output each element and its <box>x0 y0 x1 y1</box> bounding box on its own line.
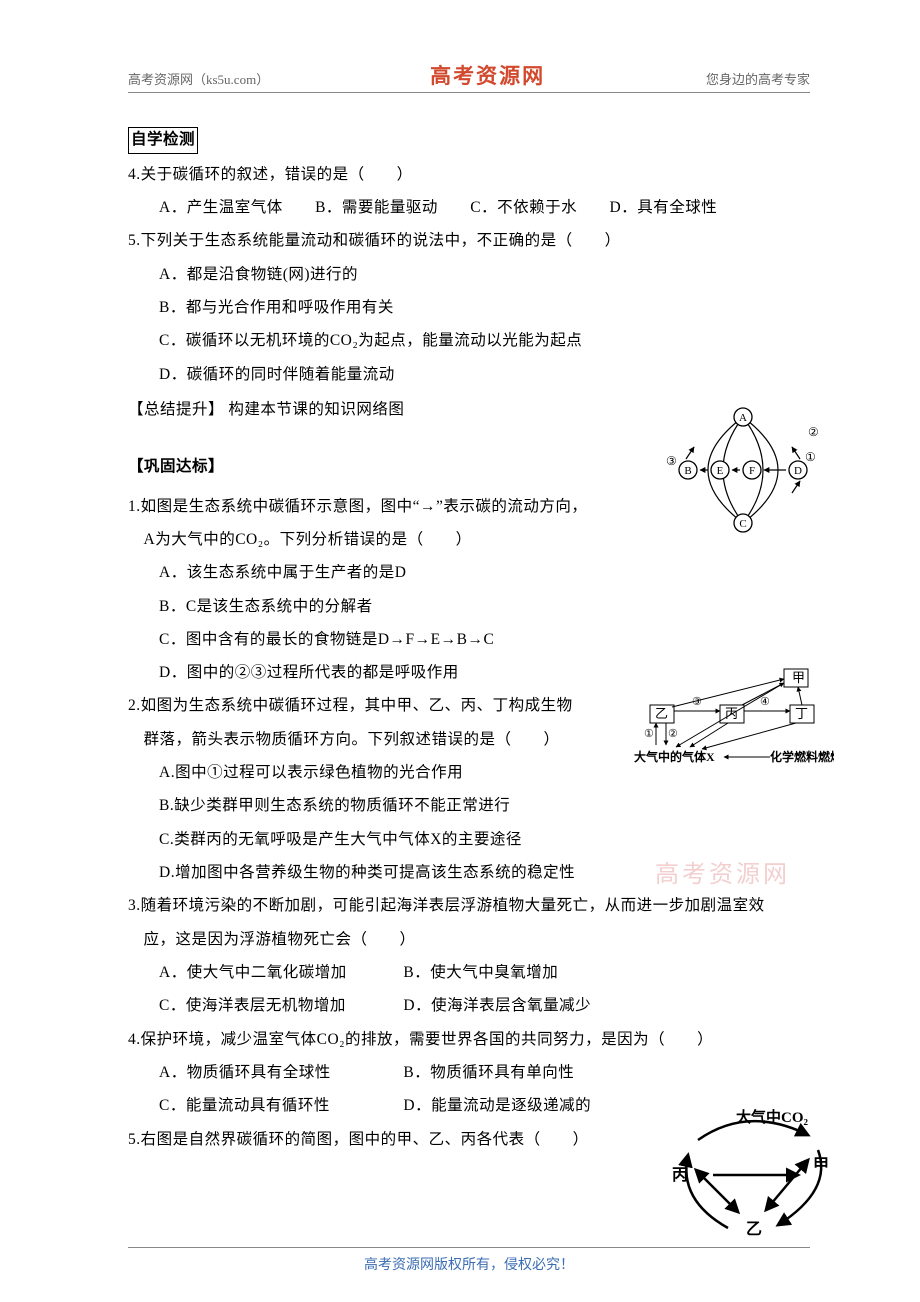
fig2-bing: 丙 <box>725 706 738 721</box>
summary-text: 构建本节课的知识网络图 <box>228 401 404 418</box>
cons-q3-D: D．使海洋表层含氧量减少 <box>403 997 591 1014</box>
page-header: 高考资源网（ks5u.com） 高考资源网 您身边的高考专家 <box>128 58 810 92</box>
fig2-gasX: 大气中的气体X <box>634 749 715 764</box>
page-footer: 高考资源网版权所有，侵权必究！ <box>128 1247 810 1274</box>
fig2-jia: 甲 <box>792 670 805 685</box>
svg-text:B: B <box>684 465 691 477</box>
cons-q4-C: C．能量流动具有循环性 <box>159 1089 399 1122</box>
figure-carbon-cycle-network: A B E F D C ② ① ③ <box>658 403 828 538</box>
self-q5-B: B．都与光合作用和呼吸作用有关 <box>128 291 810 324</box>
fig2-burn: 化学燃料燃烧 <box>770 749 834 764</box>
figure-carbon-flowchart: 甲 乙 丙 丁 ③ ④ ① ② 大气中的气体X 化学燃料燃烧 <box>632 665 834 775</box>
cons-q4-stem: 4.保护环境，减少温室气体CO₂的排放，需要世界各国的共同努力，是因为（ ） <box>128 1023 810 1056</box>
cons-q3-B: B．使大气中臭氧增加 <box>403 964 558 981</box>
fig2-e3: ③ <box>692 696 702 708</box>
self-q5-A: A．都是沿食物链(网)进行的 <box>128 258 810 291</box>
self-q4-A: A．产生温室气体 <box>159 199 283 216</box>
cons-q1-B: B．C是该生态系统中的分解者 <box>128 590 810 623</box>
fig2-e4: ④ <box>760 696 770 708</box>
svg-text:C: C <box>739 518 746 530</box>
figure-carbon-simple-cycle: 大气中CO₂ 甲 乙 丙 <box>658 1100 838 1250</box>
cons-q4-D: D．能量流动是逐级递减的 <box>403 1097 591 1114</box>
header-rule <box>128 92 810 93</box>
header-brand: 高考资源网 <box>430 60 545 90</box>
fig1-label-2: ② <box>808 425 819 439</box>
fig2-ding: 丁 <box>795 706 808 721</box>
cons-q3-C: C．使海洋表层无机物增加 <box>159 989 399 1022</box>
fig2-e2: ② <box>668 728 678 740</box>
cons-q3-row1: A．使大气中二氧化碳增加 B．使大气中臭氧增加 <box>128 956 810 989</box>
cons-q4-A: A．物质循环具有全球性 <box>159 1056 399 1089</box>
cons-q2-D: D.增加图中各营养级生物的种类可提高该生态系统的稳定性 <box>128 856 810 889</box>
svg-text:E: E <box>717 465 724 477</box>
cons-q3-l1: 3.随着环境污染的不断加剧，可能引起海洋表层浮游植物大量死亡，从而进一步加剧温室… <box>128 889 810 922</box>
self-q5-C: C．碳循环以无机环境的CO₂为起点，能量流动以光能为起点 <box>128 324 810 357</box>
cons-q3-A: A．使大气中二氧化碳增加 <box>159 956 399 989</box>
svg-text:F: F <box>749 465 755 477</box>
svg-text:A: A <box>739 412 747 424</box>
svg-text:D: D <box>794 465 802 477</box>
self-q4-C: C．不依赖于水 <box>470 199 577 216</box>
fig2-e1: ① <box>644 728 654 740</box>
cons-q4-B: B．物质循环具有单向性 <box>403 1064 574 1081</box>
fig2-yi: 乙 <box>655 706 668 721</box>
cons-q3: 3.随着环境污染的不断加剧，可能引起海洋表层浮游植物大量死亡，从而进一步加剧温室… <box>128 889 810 1022</box>
self-q5-D: D．碳循环的同时伴随着能量流动 <box>128 358 810 391</box>
cons-q3-l2: 应，这是因为浮游植物死亡会（ ） <box>128 923 810 956</box>
self-q4-stem: 4.关于碳循环的叙述，错误的是（ ） <box>128 158 810 191</box>
cons-q4-row1: A．物质循环具有全球性 B．物质循环具有单向性 <box>128 1056 810 1089</box>
self-q4-B: B．需要能量驱动 <box>315 199 438 216</box>
fig3-right: 甲 <box>813 1156 829 1174</box>
summary-label: 【总结提升】 <box>128 401 224 418</box>
cons-q1-C: C．图中含有的最长的食物链是D→F→E→B→C <box>128 623 810 656</box>
self-q5-stem: 5.下列关于生态系统能量流动和碳循环的说法中，不正确的是（ ） <box>128 224 810 257</box>
fig1-label-3: ③ <box>666 454 677 468</box>
cons-q1-A: A．该生态系统中属于生产者的是D <box>128 556 810 589</box>
section-self-test-title: 自学检测 <box>128 127 198 154</box>
cons-q2-C: C.类群丙的无氧呼吸是产生大气中气体X的主要途径 <box>128 823 810 856</box>
fig3-bottom: 乙 <box>746 1221 762 1238</box>
fig3-top: 大气中CO₂ <box>736 1108 809 1126</box>
fig1-label-1: ① <box>805 450 816 464</box>
cons-q3-row2: C．使海洋表层无机物增加 D．使海洋表层含氧量减少 <box>128 989 810 1022</box>
header-left: 高考资源网（ks5u.com） <box>128 69 269 88</box>
fig3-left: 丙 <box>672 1166 688 1184</box>
self-q4-D: D．具有全球性 <box>610 199 718 216</box>
header-right: 您身边的高考专家 <box>706 69 810 88</box>
cons-q2-B: B.缺少类群甲则生态系统的物质循环不能正常进行 <box>128 789 810 822</box>
self-q4-options: A．产生温室气体 B．需要能量驱动 C．不依赖于水 D．具有全球性 <box>128 191 810 224</box>
